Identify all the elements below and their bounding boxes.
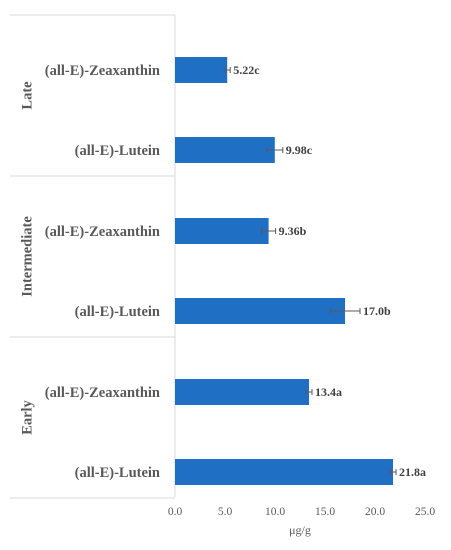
category-label: (all-E)-Zeaxanthin [45,224,160,240]
data-label: 9.36b [279,224,307,238]
category-label: (all-E)-Lutein [75,143,160,159]
category-label: (all-E)-Lutein [75,465,160,481]
data-label: 13.4a [315,385,342,399]
x-tick-label: 10.0 [265,506,285,518]
bar [175,57,228,83]
data-label: 17.0b [363,304,391,318]
group-label-early: Early [19,399,35,434]
group-label-late: Late [19,81,35,110]
x-tick-label: 0.0 [168,506,183,518]
bar [175,379,309,405]
group-label-intermediate: Intermediate [19,216,35,297]
x-tick-label: 20.0 [365,506,385,518]
data-label: 9.98c [286,143,313,157]
bar [175,459,393,485]
data-label: 21.8a [399,465,426,479]
x-axis-title: μg/g [289,523,311,537]
bar [175,218,269,244]
category-label: (all-E)-Zeaxanthin [45,385,160,401]
x-tick-label: 5.0 [218,506,233,518]
category-label: (all-E)-Zeaxanthin [45,63,160,79]
x-tick-label: 25.0 [415,506,435,518]
bar [175,137,275,163]
category-label: (all-E)-Lutein [75,304,160,320]
bar [175,298,345,324]
data-label: 5.22c [233,63,260,77]
x-tick-label: 15.0 [315,506,335,518]
